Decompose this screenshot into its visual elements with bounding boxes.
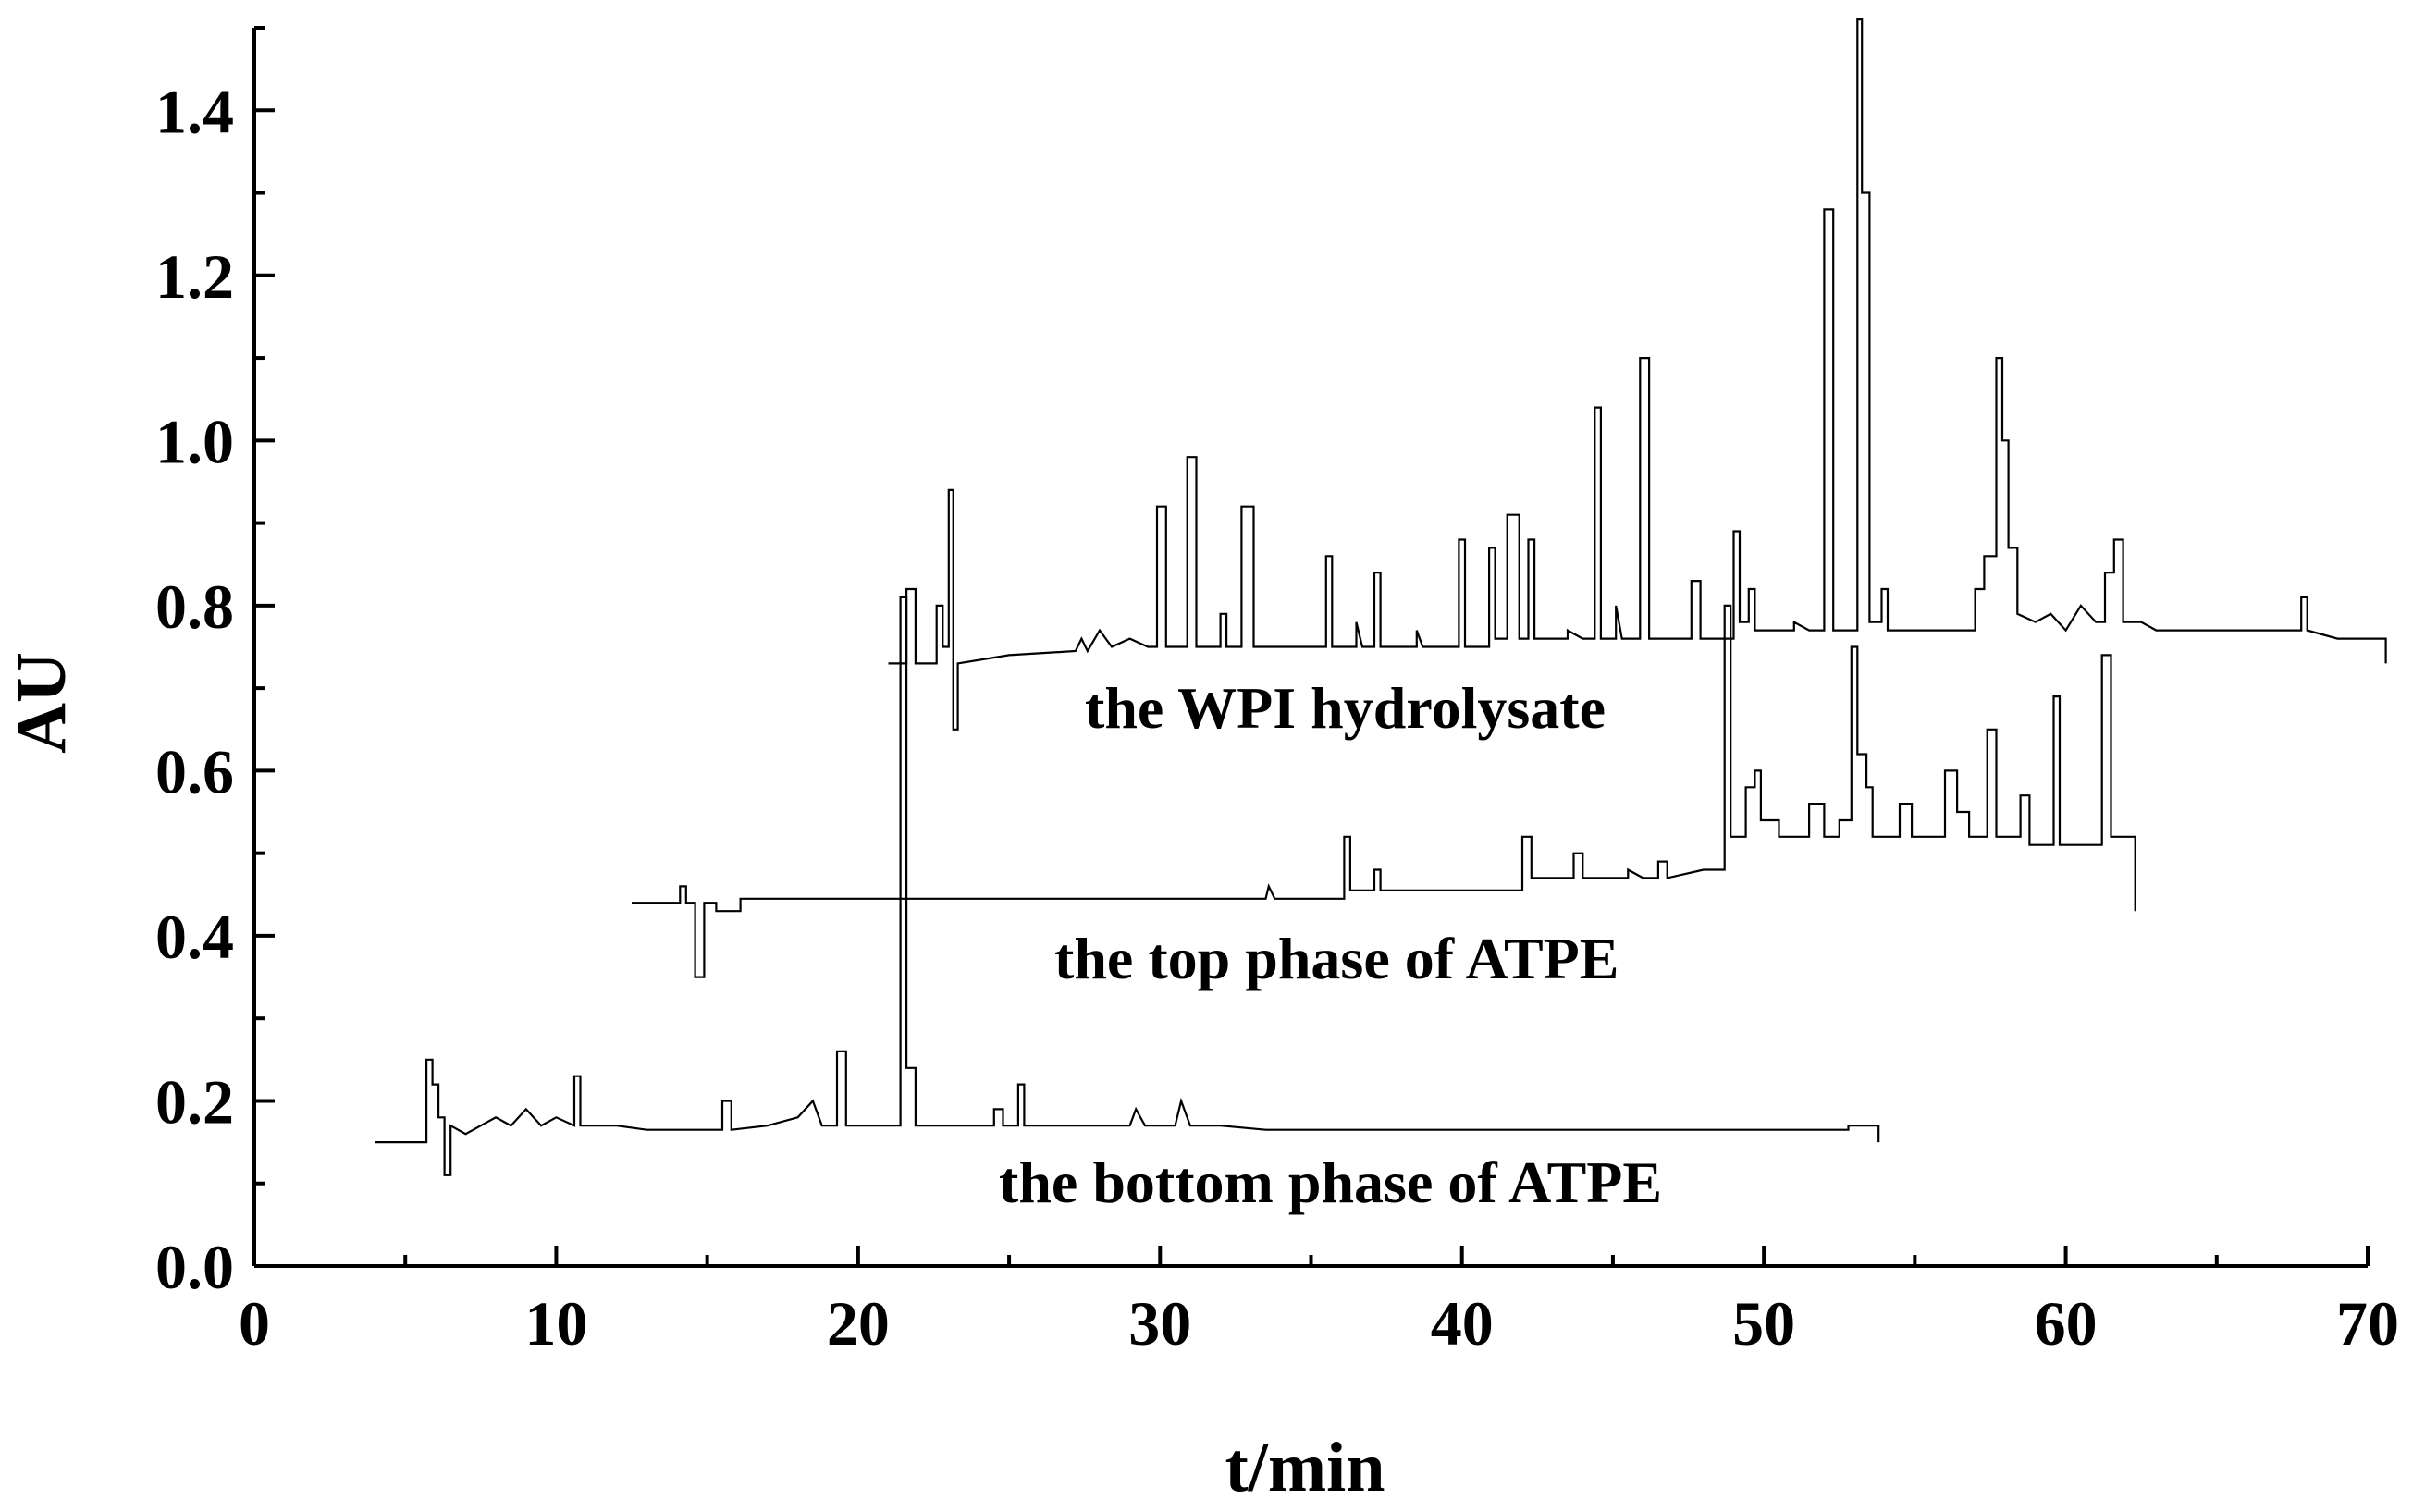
y-axis-title: AU — [3, 652, 80, 754]
x-tick-label: 20 — [827, 1288, 890, 1358]
y-tick-label: 0.4 — [155, 902, 234, 972]
x-tick-label: 50 — [1732, 1288, 1795, 1358]
x-tick-label: 0 — [239, 1288, 270, 1358]
series-label-bottom-phase: the bottom phase of ATPE — [999, 1149, 1662, 1215]
y-tick-label: 0.2 — [155, 1066, 234, 1137]
series-trace-0 — [888, 18, 2387, 731]
x-ticks: 0 10 20 30 40 50 60 70 — [239, 1246, 2399, 1358]
x-tick-label: 70 — [2336, 1288, 2399, 1358]
x-axis-title: t/min — [1225, 1429, 1385, 1506]
y-tick-label: 1.0 — [155, 406, 234, 476]
x-tick-label: 30 — [1128, 1288, 1191, 1358]
x-tick-label: 60 — [2035, 1288, 2098, 1358]
series-label-top-phase: the top phase of ATPE — [1054, 926, 1619, 991]
x-tick-label: 10 — [524, 1288, 587, 1358]
y-tick-label: 1.2 — [155, 241, 234, 312]
y-tick-label: 0.0 — [155, 1232, 234, 1302]
series-trace-2 — [375, 596, 1880, 1176]
y-tick-label: 0.6 — [155, 736, 234, 806]
x-tick-label: 40 — [1431, 1288, 1494, 1358]
y-tick-label: 1.4 — [155, 76, 234, 146]
y-tick-label: 0.8 — [155, 572, 234, 642]
y-ticks: 0.0 0.2 0.4 0.6 0.8 1.0 1.2 1.4 — [155, 26, 275, 1302]
series-label-wpi-hydrolysate: the WPI hydrolysate — [1085, 675, 1606, 741]
series-traces — [375, 18, 2387, 1176]
series-trace-1 — [632, 604, 2136, 978]
